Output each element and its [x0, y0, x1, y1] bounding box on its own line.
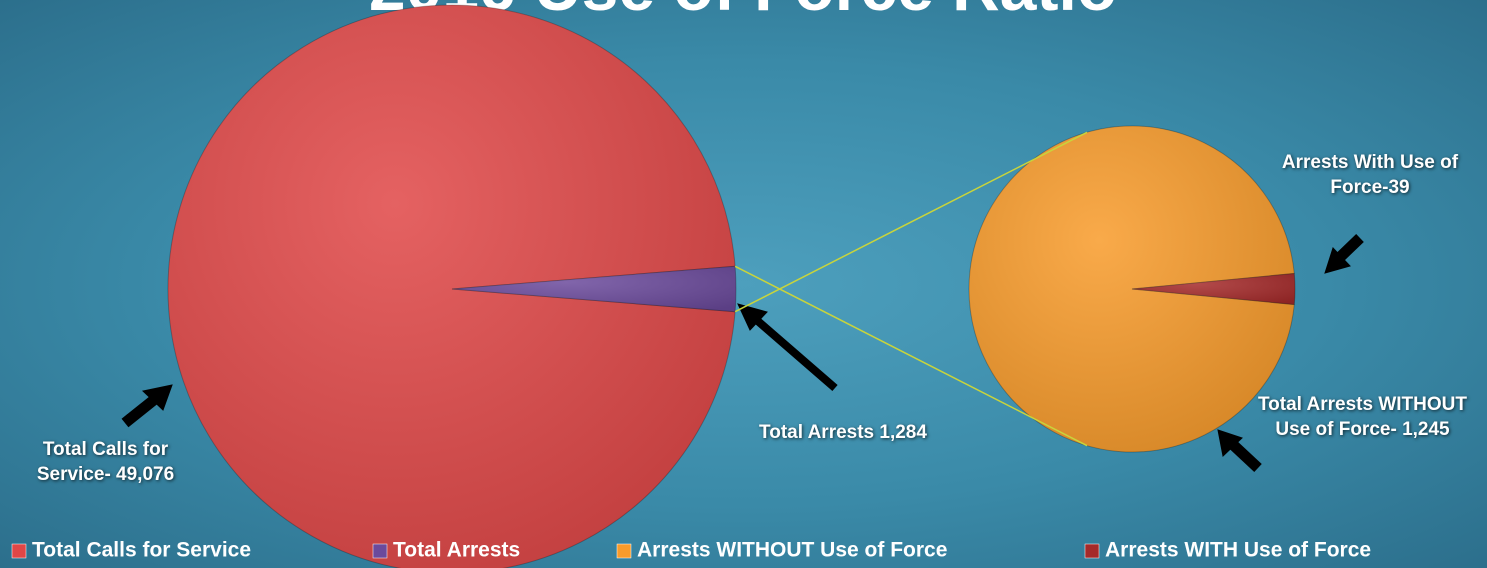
legend-label: Total Arrests — [393, 539, 520, 562]
data-label: Total Arrests 1,284 — [758, 420, 928, 445]
chart-canvas: 2016 Use of Force Ratio Total Calls for … — [0, 0, 1487, 568]
legend-label: Arrests WITH Use of Force — [1105, 539, 1371, 562]
legend-marker — [12, 544, 26, 558]
chart: 2016 Use of Force Ratio Total Calls for … — [0, 0, 1487, 568]
data-label: Total Arrests WITHOUT Use of Force- 1,24… — [1255, 392, 1470, 442]
data-label: Total Calls for Service- 49,076 — [8, 437, 203, 487]
data-label: Arrests With Use of Force-39 — [1260, 150, 1480, 200]
legend-marker — [617, 544, 631, 558]
legend-label: Arrests WITHOUT Use of Force — [637, 539, 947, 562]
legend-marker — [1085, 544, 1099, 558]
legend-label: Total Calls for Service — [32, 539, 251, 562]
legend-marker — [373, 544, 387, 558]
